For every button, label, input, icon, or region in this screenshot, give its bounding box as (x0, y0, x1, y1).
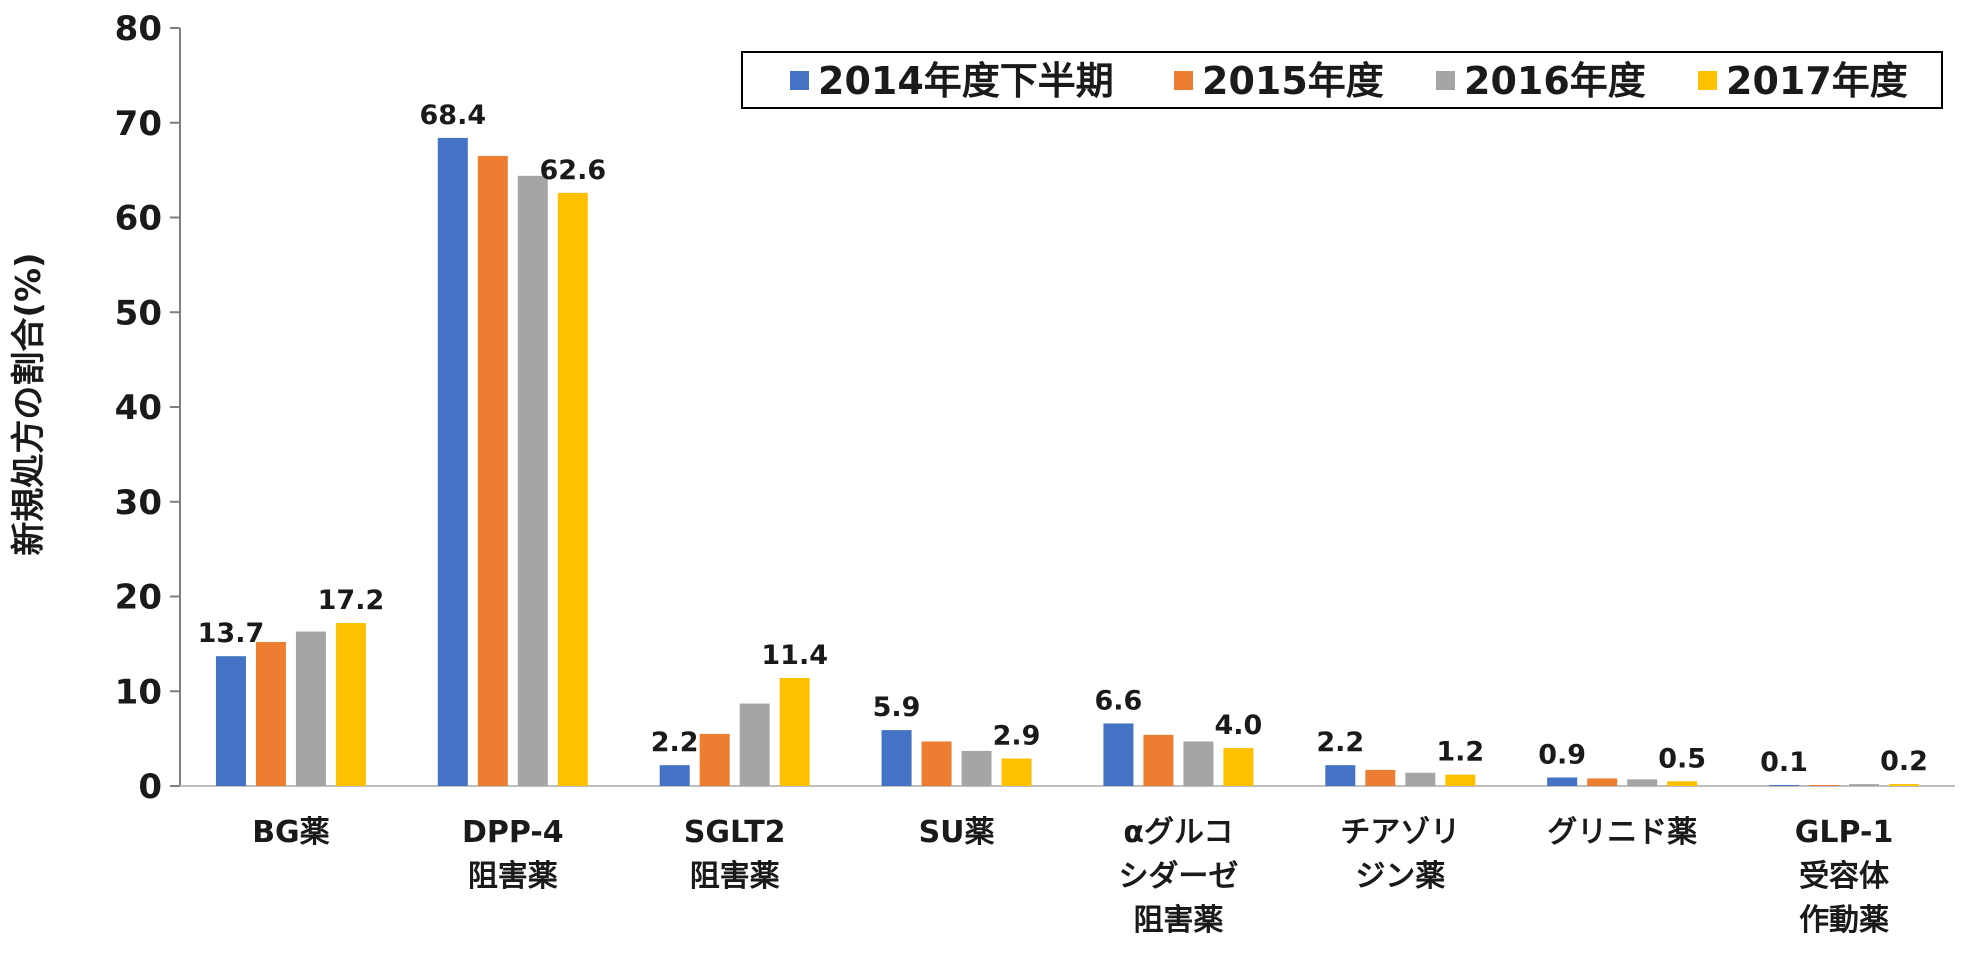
y-tick-label: 20 (115, 578, 162, 618)
category-label: SU薬 (919, 815, 995, 850)
data-label: 5.9 (873, 692, 921, 723)
category-label: チアゾリジン薬 (1340, 815, 1460, 894)
y-axis-title: 新規処方の割合(%) (9, 252, 49, 555)
bar (1223, 748, 1254, 786)
bar (1445, 774, 1476, 786)
category-label-line: αグルコ (1123, 815, 1233, 850)
category-label-line: グリニド薬 (1547, 815, 1697, 850)
category-label-line: ジン薬 (1355, 859, 1445, 894)
legend-label: 2016年度 (1464, 59, 1646, 103)
category-label-line: チアゾリ (1340, 815, 1460, 850)
bar (1809, 785, 1840, 786)
bar (881, 730, 912, 786)
bar (659, 765, 690, 786)
bar (1001, 758, 1032, 786)
category-label-line: シダーゼ (1118, 859, 1238, 894)
y-tick-label: 0 (138, 767, 162, 807)
legend-box (741, 51, 1943, 109)
legend-label: 2017年度 (1726, 59, 1908, 103)
y-tick-label: 50 (115, 293, 162, 333)
category-label-line: SU薬 (919, 815, 995, 850)
data-label: 2.2 (651, 727, 699, 758)
bar (1183, 741, 1214, 786)
bar (517, 175, 548, 786)
category-label-line: 阻害薬 (690, 859, 780, 894)
bar (215, 656, 246, 786)
bar (1325, 765, 1356, 786)
y-tick-label: 40 (115, 388, 162, 428)
bar (1587, 778, 1618, 786)
data-label: 0.5 (1658, 743, 1706, 774)
data-label: 2.9 (993, 721, 1041, 752)
data-label: 1.2 (1436, 737, 1484, 768)
y-tick-label: 10 (115, 672, 162, 712)
legend-swatch (790, 71, 809, 90)
legend-swatch (1698, 71, 1717, 90)
bar (295, 631, 326, 786)
bar (437, 137, 468, 786)
data-label: 62.6 (540, 155, 607, 186)
legend-label: 2014年度下半期 (818, 59, 1114, 103)
bar (699, 733, 730, 786)
data-label: 2.2 (1316, 727, 1364, 758)
bar (1143, 734, 1174, 786)
legend-swatch (1174, 71, 1193, 90)
category-label: BG薬 (252, 815, 330, 850)
y-tick-label: 70 (115, 104, 162, 144)
bar (335, 623, 366, 786)
data-label: 0.1 (1760, 747, 1808, 778)
bar (1405, 772, 1436, 786)
category-label: GLP-1 受容体作動薬 (1795, 815, 1894, 938)
y-tick-label: 60 (115, 199, 162, 239)
category-label: SGLT2 阻害薬 (684, 815, 786, 894)
bar (961, 750, 992, 786)
category-label-line: 阻害薬 (1133, 903, 1223, 938)
category-label-line: 作動薬 (1799, 903, 1889, 938)
bars (215, 137, 1920, 787)
y-tick-label: 80 (115, 9, 162, 49)
bar (1769, 785, 1800, 786)
data-label: 13.7 (198, 618, 265, 649)
y-axis-title-group: 新規処方の割合(%) (9, 252, 49, 555)
legend-swatch (1436, 71, 1455, 90)
bar (1365, 769, 1396, 786)
bar (1547, 777, 1578, 786)
bar (779, 677, 810, 786)
category-label: DPP-4 阻害薬 (462, 815, 564, 894)
axes: 0 10 20 30 40 50 60 70 80 (115, 9, 1955, 807)
data-label: 0.9 (1538, 739, 1586, 770)
data-label: 4.0 (1215, 710, 1263, 741)
bar (557, 192, 588, 787)
category-label-line: BG薬 (252, 815, 330, 850)
legend: 2014年度下半期 2015年度 2016年度 2017年度 (741, 51, 1943, 109)
data-labels: 13.7 17.2 68.4 62.6 2.2 11.4 5.9 2.9 6.6 4.0 2.2 1.… (198, 100, 1928, 778)
data-label: 0.2 (1880, 746, 1928, 777)
category-label: グリニド薬 (1547, 815, 1697, 850)
category-label-line: SGLT2 (684, 815, 786, 850)
category-label-line: DPP-4 (462, 815, 564, 850)
data-label: 6.6 (1095, 685, 1143, 716)
data-label: 17.2 (318, 585, 385, 616)
bar (1667, 781, 1698, 786)
category-label-line: GLP-1 (1795, 815, 1894, 850)
bar (739, 703, 770, 786)
bar (1889, 784, 1920, 786)
category-label: αグルコシダーゼ阻害薬 (1118, 815, 1238, 938)
category-label-line: 受容体 (1799, 859, 1890, 894)
bar (477, 155, 508, 787)
bar (255, 641, 286, 786)
bar (921, 741, 952, 786)
data-label: 11.4 (761, 640, 828, 671)
bar (1627, 779, 1658, 786)
data-label: 68.4 (420, 100, 487, 131)
category-label-line: 阻害薬 (468, 859, 558, 894)
legend-label: 2015年度 (1202, 59, 1384, 103)
bar (1103, 723, 1134, 786)
y-tick-label: 30 (115, 483, 162, 523)
bar (1849, 784, 1880, 786)
